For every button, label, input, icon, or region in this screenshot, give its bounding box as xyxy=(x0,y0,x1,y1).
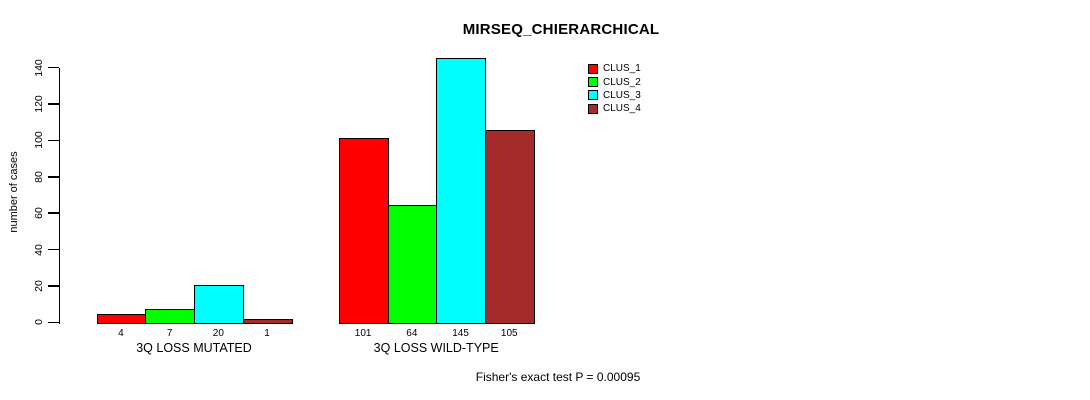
bar-value-label: 20 xyxy=(212,327,224,339)
bar-clus_4-group1 xyxy=(242,319,293,324)
legend: CLUS_1 CLUS_2 CLUS_3 CLUS_4 xyxy=(588,62,641,116)
bar-value-label: 1 xyxy=(264,327,270,339)
y-axis-tick xyxy=(48,212,59,214)
bar-value-label: 4 xyxy=(118,327,124,339)
legend-item-clus_3: CLUS_3 xyxy=(588,89,641,102)
legend-item-clus_1: CLUS_1 xyxy=(588,62,641,75)
x-group-label: 3Q LOSS MUTATED xyxy=(136,341,252,355)
y-axis-tick xyxy=(48,248,59,251)
y-axis-tick xyxy=(48,103,59,105)
legend-swatch-clus_2 xyxy=(588,77,598,88)
legend-swatch-clus_3 xyxy=(588,90,598,101)
chart-title: MIRSEQ_CHIERARCHICAL xyxy=(462,21,660,38)
legend-label: CLUS_4 xyxy=(603,103,641,115)
y-tick-label: 140 xyxy=(33,58,45,77)
y-axis-line xyxy=(58,67,60,324)
bar-clus_2-group1 xyxy=(145,308,196,324)
y-axis-tick xyxy=(48,285,59,287)
bar-clus_1-group2 xyxy=(338,137,389,324)
y-tick-label: 20 xyxy=(33,280,45,292)
y-tick-label: 80 xyxy=(33,170,45,183)
legend-swatch-clus_4 xyxy=(588,103,598,114)
legend-label: CLUS_3 xyxy=(603,89,641,101)
annotation-text: Fisher's exact test P = 0.00095 xyxy=(475,370,641,384)
y-tick-label: 40 xyxy=(33,243,45,256)
x-group-label: 3Q LOSS WILD-TYPE xyxy=(373,341,499,355)
y-axis-tick xyxy=(48,139,59,142)
legend-item-clus_4: CLUS_4 xyxy=(588,102,641,115)
bar-value-label: 101 xyxy=(354,327,372,339)
y-axis-tick xyxy=(48,176,59,178)
y-tick-label: 100 xyxy=(33,131,45,150)
bar-value-label: 105 xyxy=(500,327,518,339)
y-tick-label: 120 xyxy=(33,95,45,113)
bar-clus_3-group1 xyxy=(194,284,245,324)
legend-label: CLUS_2 xyxy=(603,76,641,88)
bar-clus_4-group2 xyxy=(484,130,536,324)
bar-value-label: 145 xyxy=(452,327,469,339)
y-tick-label: 60 xyxy=(33,207,45,219)
y-tick-label: 0 xyxy=(33,319,45,326)
bar-clus_1-group1 xyxy=(96,314,147,324)
bar-value-label: 7 xyxy=(166,327,173,339)
legend-item-clus_2: CLUS_2 xyxy=(588,75,641,88)
bar-clus_3-group2 xyxy=(436,57,487,324)
y-axis-tick xyxy=(48,321,59,324)
legend-label: CLUS_1 xyxy=(603,63,641,75)
legend-swatch-clus_1 xyxy=(588,63,598,74)
bar-clus_2-group2 xyxy=(387,204,438,324)
y-axis-title: number of cases xyxy=(8,151,20,233)
y-axis-tick xyxy=(48,66,59,69)
bar-value-label: 64 xyxy=(406,327,418,339)
